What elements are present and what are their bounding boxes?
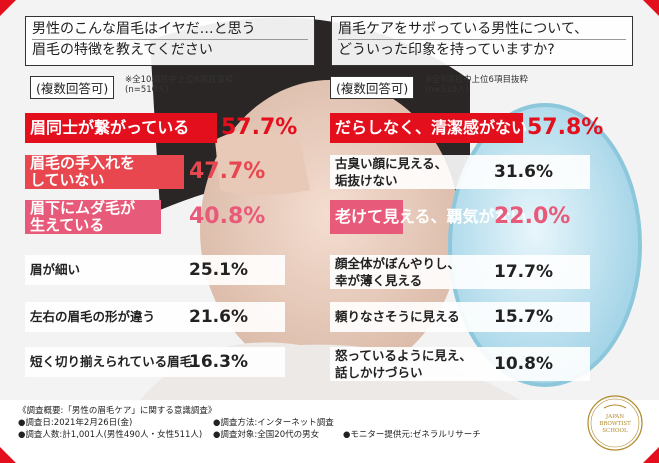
chart-bar [25, 200, 161, 234]
bar-label: 眉が細い [30, 255, 80, 285]
bar-label-line: 古臭い顔に見える、 [335, 156, 448, 171]
chart-bar [25, 155, 184, 189]
bar-label-line: 話しかけづらい [335, 365, 423, 380]
logo-text: JAPAN BROWTIST SCHOOL [589, 414, 641, 435]
corner-triangle [643, 447, 659, 463]
chart-bar [25, 113, 217, 143]
chart-row: 怒っているように見え、 話しかけづらい 10.8% [330, 347, 630, 381]
question-right-line2: どういった印象を持っていますか? [338, 42, 555, 58]
bar-label: だらしなく、清潔感がない [335, 113, 527, 143]
bar-value: 22.0% [494, 204, 571, 229]
multiple-answer-label: (複数回答可) [330, 76, 415, 99]
bar-label: 眉同士が繋がっている [30, 113, 189, 143]
bar-label-line: 怒っているように見え、 [335, 348, 472, 363]
survey-title: 《調査概要:「男性の眉毛ケア」に関する意識調査》 [18, 406, 217, 416]
bar-label-line: 老けて見える、覇気がない [335, 207, 527, 226]
corner-triangle [643, 0, 659, 16]
bar-value: 16.3% [189, 352, 248, 372]
bar-value: 40.8% [189, 204, 266, 229]
survey-target: ●調査対象:全国20代の男女 [213, 430, 320, 440]
chart-row: 左右の眉毛の形が違う 21.6% [25, 302, 325, 332]
bar-value: 15.7% [494, 307, 553, 327]
chart-row: 眉下にムダ毛が 生えている 40.8% [25, 200, 325, 234]
bar-label: 古臭い顔に見える、 垢抜けない [335, 155, 447, 189]
bar-label: 左右の眉毛の形が違う [30, 302, 155, 332]
bar-label-line: 頼りなさそうに見える [335, 309, 460, 324]
survey-method: ●調査方法:インターネット調査 [213, 418, 334, 428]
note-left-sample: (n=510人) [125, 85, 169, 95]
note-right-sample: (n=510人) [425, 85, 469, 95]
bar-label-line: 短く切り揃えられている眉毛 [30, 354, 193, 369]
bar-label: 眉下にムダ毛が 生えている [30, 200, 135, 234]
bar-label: 怒っているように見え、 話しかけづらい [335, 347, 472, 381]
logo-line3: SCHOOL [602, 428, 628, 434]
chart-row: 古臭い顔に見える、 垢抜けない 31.6% [330, 155, 630, 189]
bar-label-line: 眉同士が繋がっている [30, 118, 190, 137]
bar-value: 25.1% [189, 260, 248, 280]
logo-line2: BROWTIST [599, 421, 631, 427]
label-plate [330, 255, 590, 289]
bar-value: 31.6% [494, 162, 553, 182]
bar-label: 老けて見える、覇気がない [335, 200, 527, 234]
survey-date: ●調査日:2021年2月26日(金) [18, 418, 133, 428]
chart-bar [330, 200, 403, 234]
label-plate [25, 347, 285, 377]
bar-label-line: 眉下にムダ毛が [30, 199, 136, 217]
bar-label: 顔全体がぼんやりし、 幸が薄く見える [335, 255, 460, 289]
note-right: ※全9項目中上位6項目抜粋 (n=510人) [425, 75, 528, 95]
bar-label-line: 顔全体がぼんやりし、 [335, 256, 461, 271]
bar-value: 57.7% [221, 115, 298, 140]
chart-bar [330, 113, 523, 143]
multiple-answer-label: (複数回答可) [30, 76, 115, 99]
question-right: 眉毛ケアをサボっている男性について、 どういった印象を持っていますか? [331, 16, 633, 66]
bar-value: 10.8% [494, 354, 553, 374]
bar-value: 17.7% [494, 262, 553, 282]
logo-line1: JAPAN [605, 414, 625, 420]
bar-label-line: 左右の眉毛の形が違う [30, 309, 156, 324]
label-plate [330, 347, 590, 381]
chart-row: 眉毛の手入れを していない 47.7% [25, 155, 325, 189]
note-left-scope: ※全10項目中上位6項目抜粋 [125, 75, 234, 85]
corner-triangle [0, 447, 16, 463]
bar-value: 21.6% [189, 307, 248, 327]
school-logo [587, 395, 643, 451]
chart-row: 眉同士が繋がっている 57.7% [25, 113, 325, 143]
chart-row: 短く切り揃えられている眉毛 16.3% [25, 347, 325, 377]
survey-monitor: ●モニター提供元:ゼネラルリサーチ [343, 430, 481, 440]
note-right-scope: ※全9項目中上位6項目抜粋 [425, 75, 528, 85]
survey-count: ●調査人数:計1,001人(男性490人・女性511人) [18, 430, 203, 440]
chart-row: 顔全体がぼんやりし、 幸が薄く見える 17.7% [330, 255, 630, 289]
label-plate [330, 155, 590, 189]
bar-value: 47.7% [189, 159, 266, 184]
bar-label: 頼りなさそうに見える [335, 302, 460, 332]
label-plate [25, 255, 285, 285]
question-left: 男性のこんな眉毛はイヤだ…と思う 眉毛の特徴を教えてください [25, 16, 315, 66]
bar-label-line: 眉毛の手入れを [30, 154, 136, 172]
chart-row: 眉が細い 25.1% [25, 255, 325, 285]
note-left: ※全10項目中上位6項目抜粋 (n=510人) [125, 75, 233, 95]
bar-value: 57.8% [527, 115, 604, 140]
bar-label-line: 垢抜けない [335, 173, 398, 188]
bar-label-line: 生えている [30, 216, 105, 234]
bar-label: 短く切り揃えられている眉毛 [30, 347, 192, 377]
label-plate [25, 302, 285, 332]
bar-label: 眉毛の手入れを していない [30, 155, 135, 189]
question-right-line1: 眉毛ケアをサボっている男性について、 [338, 19, 626, 40]
chart-row: だらしなく、清潔感がない 57.8% [330, 113, 630, 143]
bar-label-line: 幸が薄く見える [335, 273, 423, 288]
question-left-line1: 男性のこんな眉毛はイヤだ…と思う [32, 19, 308, 40]
bar-label-line: 眉が細い [30, 262, 81, 277]
bar-label-line: していない [30, 171, 105, 189]
chart-row: 老けて見える、覇気がない 22.0% [330, 200, 630, 234]
survey-summary: 《調査概要:「男性の眉毛ケア」に関する意識調査》 ●調査日:2021年2月26日… [18, 405, 578, 441]
question-left-line2: 眉毛の特徴を教えてください [32, 42, 213, 58]
chart-row: 頼りなさそうに見える 15.7% [330, 302, 630, 332]
bar-label-line: だらしなく、清潔感がない [335, 118, 528, 137]
corner-triangle [0, 0, 16, 16]
label-plate [330, 302, 590, 332]
